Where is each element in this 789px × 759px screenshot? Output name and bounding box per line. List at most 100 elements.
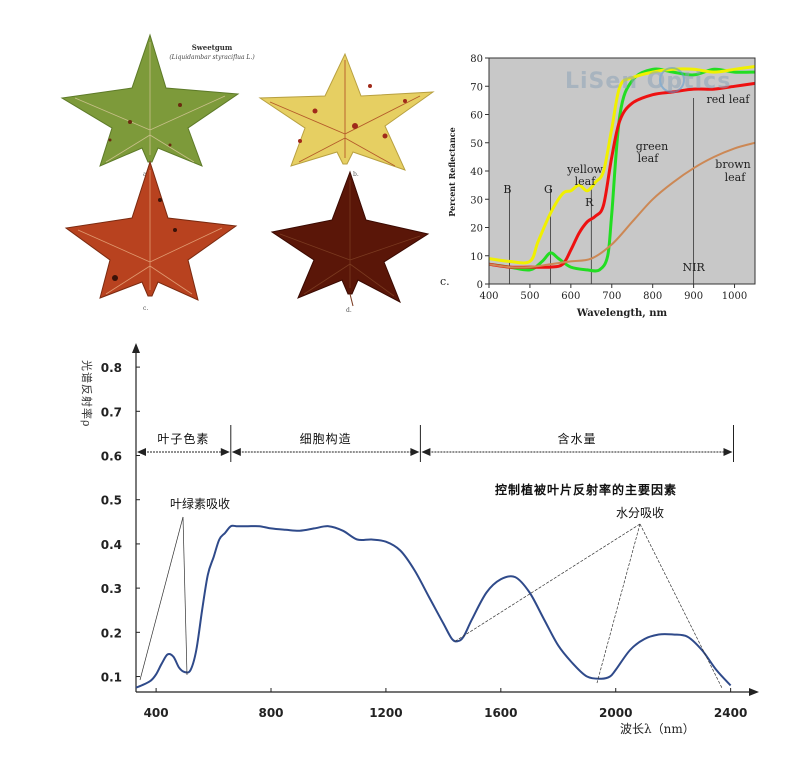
series-label-green-leaf-1: green [636,140,668,153]
region-bracket-1: 细胞构造 [231,431,420,456]
series-line-brown-leaf [488,141,756,269]
leaf-a-spot [128,120,132,124]
leaf-d-veins [279,180,421,297]
leaf-c-shape [64,160,238,301]
series-label-yellow-leaf-1: yellow [566,163,603,176]
x-tick-label: 600 [561,291,580,302]
leaf-b-image [258,52,435,171]
leaf-b-spot [368,84,372,88]
leaf-b-spot [382,133,388,139]
leaf-a-spot [168,143,172,147]
leaf-c-veins [77,170,223,295]
leaf-c-spot [158,198,162,202]
y-tick-label: 20 [470,224,483,235]
region-right-arrow-icon [410,448,420,456]
leaf-reflectance-chart: B G R NIR 400 500 600 700 800 900 1000 0 10 20 30 40 50… [440,54,756,319]
x-tick-label: 1600 [484,706,517,720]
leaf-b-spot [352,123,358,129]
y-tick-label: 0.6 [101,450,122,464]
region-label: 细胞构造 [300,431,352,446]
region-left-arrow-icon [421,448,431,456]
chart2-x-axis-label: 波长λ（nm） [620,722,695,736]
leaf-b-veins [269,60,421,167]
chart2-axes: 400 800 1200 1600 2000 2400 0.1 0.2 0.3 0.4 0.5 0.6… [101,343,759,720]
y-tick-label: 0.4 [101,538,122,552]
chart1-panel-label: c. [440,275,450,288]
x-tick-label: 800 [643,291,662,302]
y-axis-arrow-icon [132,343,140,353]
series-label-yellow-leaf-2: leaf [575,175,597,188]
leaf-photo-panel: Sweetgum (Liquidambar styraciflua L.) a.… [60,33,435,314]
x-tick-label: 800 [258,706,283,720]
y-tick-label: 30 [470,195,483,206]
band-label-g: G [544,183,553,196]
leaf-c-spot [112,275,118,281]
series-label-red-leaf: red leaf [707,93,751,106]
y-tick-label: 0.2 [101,626,122,640]
water-leader-lines [453,523,723,689]
watermark-logo: LiSen Optics [565,67,731,94]
y-tick-label: 0.8 [101,361,122,375]
leaf-a-spot [108,138,112,142]
vegetation-spectral-chart: 400 800 1200 1600 2000 2400 0.1 0.2 0.3 0.4 0.5 0.6… [80,343,759,736]
y-tick-label: 0.7 [101,405,122,419]
y-tick-label: 0 [477,280,483,291]
series-line-yellow-leaf [488,65,756,265]
leaf-b-spot [403,99,407,103]
leader-line [182,516,188,676]
leader-line [596,523,641,684]
region-bracket-0: 叶子色素 [137,432,230,456]
x-tick-label: 400 [479,291,498,302]
region-right-arrow-icon [723,448,733,456]
series-label-brown-leaf-2: leaf [725,171,747,184]
x-axis-arrow-icon [749,688,759,696]
leaf-d-stem [349,293,354,307]
annotation-water-absorption: 水分吸收 [616,506,664,520]
x-tick-label: 400 [144,706,169,720]
x-tick-label: 900 [684,291,703,302]
y-tick-label: 0.5 [101,494,122,508]
y-tick-label: 80 [470,54,483,65]
x-tick-label: 700 [602,291,621,302]
leaf-label-c: c. [143,305,148,312]
annotation-main-factors: 控制植被叶片反射率的主要因素 [495,482,677,497]
series-label-green-leaf-2: leaf [638,152,660,165]
leaf-label-d: d. [346,307,352,314]
chart1-series [488,65,756,273]
leaf-d-image [270,170,430,307]
y-tick-label: 50 [470,139,483,150]
annotation-chlorophyll-absorption: 叶绿素吸收 [170,496,230,511]
y-tick-label: 0.3 [101,582,122,596]
leader-line [453,523,641,643]
leaf-a-veins [74,42,226,163]
y-tick-label: 0.1 [101,671,122,685]
series-label-brown-leaf-1: brown [715,158,750,171]
leaf-panel-title: Sweetgum [192,43,233,52]
chart1-x-axis-label: Wavelength, nm [576,308,668,319]
region-right-arrow-icon [220,448,230,456]
y-tick-label: 10 [470,252,483,263]
x-tick-label: 1200 [369,706,402,720]
watermark-text: LiSen Optics [565,69,731,94]
x-tick-label: 1000 [722,291,747,302]
leader-line [639,523,723,689]
region-bracket-2: 含水量 [421,431,733,456]
x-tick-label: 2000 [599,706,632,720]
chlorophyll-leader-lines [139,516,188,681]
region-left-arrow-icon [231,448,241,456]
series-line-green-leaf [488,67,756,273]
band-label-r: R [585,196,594,209]
region-label: 叶子色素 [157,432,209,446]
chart1-plot-background [489,58,755,284]
y-tick-label: 40 [470,167,483,178]
leaf-a-spot [178,103,182,107]
watermark-globe-icon [659,67,685,93]
y-tick-label: 60 [470,111,483,122]
band-label-nir: NIR [682,261,705,274]
region-label: 含水量 [557,431,596,446]
x-tick-label: 500 [520,291,539,302]
x-tick-label: 2400 [714,706,747,720]
leaf-panel-subtitle: (Liquidambar styraciflua L.) [169,54,255,61]
leaf-label-b: b. [353,171,359,178]
